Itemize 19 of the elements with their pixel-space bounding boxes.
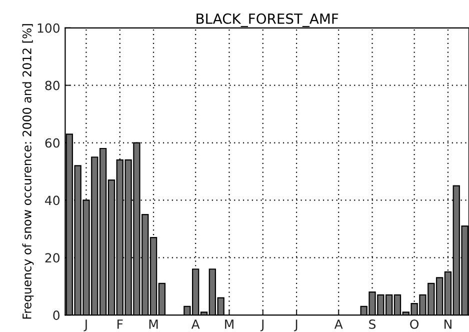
x-tick-label: F — [118, 320, 123, 329]
y-tick-label: 0 — [53, 310, 60, 320]
x-tick-label: J — [260, 320, 264, 332]
y-tick-label: 100 — [38, 23, 60, 33]
x-tick-label: A — [191, 320, 200, 329]
y-tick-label: 60 — [45, 138, 60, 148]
x-tick-label: M — [149, 320, 158, 329]
y-tick-label: 80 — [45, 80, 60, 90]
x-tick-label: J — [294, 320, 298, 332]
x-tick-label: O — [410, 319, 419, 329]
x-tick-label: N — [444, 320, 452, 329]
y-tick-label: 20 — [45, 253, 60, 263]
y-tick-label: 40 — [45, 196, 60, 206]
x-tick-label: A — [334, 320, 343, 329]
x-tick-label: J — [84, 320, 87, 332]
x-tick-label: M — [225, 320, 234, 329]
x-tick-label: S — [369, 319, 376, 329]
chart-title: BLACK_FOREST_AMF — [196, 13, 338, 27]
y-axis-title: Frequency of snow occurence: 2000 and 2012 [%] — [22, 24, 34, 319]
